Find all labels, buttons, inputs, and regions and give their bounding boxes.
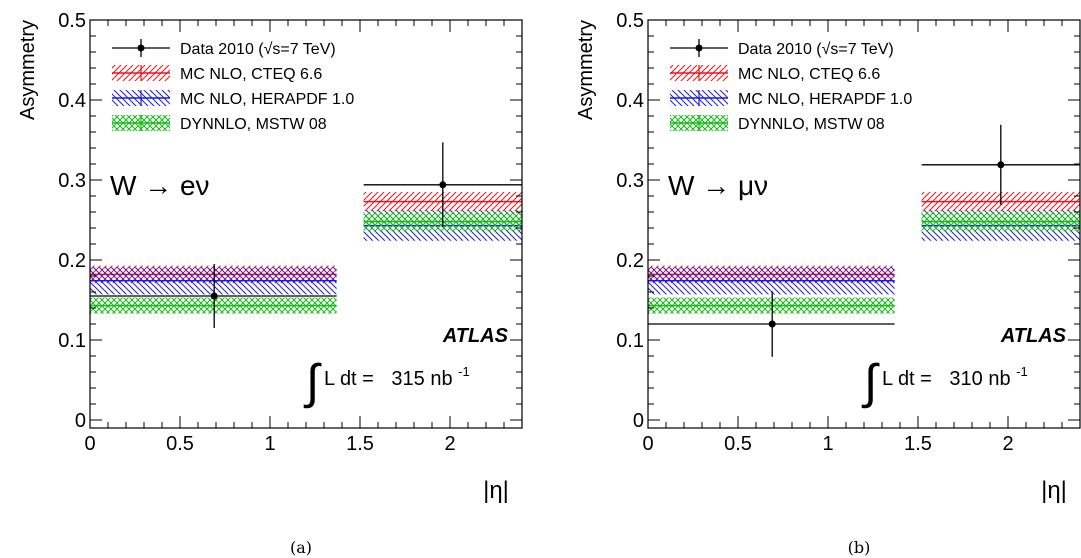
panel-caption: (a) [290, 538, 312, 557]
lumi-value: 310 nb [949, 368, 1010, 390]
lumi-text: L dt = [324, 368, 374, 390]
data-point [768, 320, 776, 328]
y-tick-label: 0.2 [58, 250, 86, 272]
lumi-exponent: -1 [1016, 364, 1028, 379]
legend-label: Data 2010 (√s=7 TeV) [738, 41, 894, 58]
x-axis-label: |η| [1041, 477, 1067, 504]
legend: Data 2010 (√s=7 TeV) MC NLO, CTEQ 6.6 MC N… [670, 39, 912, 133]
atlas-label: ATLAS [1000, 325, 1067, 347]
data-point [210, 292, 218, 300]
x-tick-label: 0 [84, 433, 95, 455]
data-point [997, 161, 1005, 169]
mc-bands [648, 192, 1080, 314]
y-tick-label: 0 [633, 410, 644, 432]
x-tick-label: 2 [1002, 433, 1013, 455]
luminosity-label: L dt = 315 nb -1 [324, 364, 470, 390]
lumi-text: L dt = [882, 368, 932, 390]
integral-sign: ∫ [303, 356, 322, 409]
x-tick-label: 1.5 [346, 433, 374, 455]
legend-label: MC NLO, CTEQ 6.6 [180, 66, 322, 83]
y-tick-label: 0.5 [58, 10, 86, 32]
y-tick-label: 0.3 [616, 170, 644, 192]
y-tick-label: 0.2 [616, 250, 644, 272]
channel-label: W → μν [668, 170, 768, 201]
legend-label: MC NLO, CTEQ 6.6 [738, 66, 880, 83]
legend-label: MC NLO, HERAPDF 1.0 [180, 91, 354, 108]
x-tick-label: 1 [822, 433, 833, 455]
luminosity-label: L dt = 310 nb -1 [882, 364, 1028, 390]
x-tick-label: 1.5 [904, 433, 932, 455]
legend-label: MC NLO, HERAPDF 1.0 [738, 91, 912, 108]
tick-labels: 0 0.5 1 1.5 2 0 0.1 0.2 0.3 0.4 0.5 [58, 10, 455, 455]
y-tick-label: 0.1 [58, 330, 86, 352]
lumi-value: 315 nb [391, 368, 452, 390]
legend-label: DYNNLO, MSTW 08 [738, 116, 885, 133]
data-points [648, 124, 1080, 357]
y-axis-label: Asymmetry [17, 20, 39, 120]
panel-b: 0 0.5 1 1.5 200.10.20.30.40.5 Asymmetry |η| … [575, 10, 1081, 557]
mc-bands [90, 192, 522, 314]
legend-marker-point [695, 44, 703, 52]
panel-caption: (b) [848, 538, 871, 557]
y-axis-label: Asymmetry [575, 20, 597, 120]
legend-label: DYNNLO, MSTW 08 [180, 116, 327, 133]
atlas-label: ATLAS [442, 325, 509, 347]
x-tick-label: 1 [264, 433, 275, 455]
y-tick-label: 0.1 [616, 330, 644, 352]
lumi-exponent: -1 [458, 364, 470, 379]
integral-sign: ∫ [861, 356, 880, 409]
data-point [439, 181, 447, 189]
x-tick-label: 0.5 [724, 433, 752, 455]
channel-label: W → eν [110, 170, 210, 201]
legend-marker-point [137, 44, 145, 52]
x-tick-label: 0 [642, 433, 653, 455]
y-tick-label: 0.4 [616, 90, 644, 112]
legend: Data 2010 (√s=7 TeV) MC NLO, CTEQ 6.6 MC N… [112, 39, 354, 133]
y-tick-label: 0.3 [58, 170, 86, 192]
panel-a: 0 0.5 1 1.5 200.10.20.30.40.5 Asymmetry |η| … [17, 10, 523, 557]
x-tick-label: 2 [444, 433, 455, 455]
y-tick-label: 0.5 [616, 10, 644, 32]
data-points [90, 142, 522, 328]
axis-ticks [89, 19, 523, 428]
axis-ticks [647, 19, 1081, 428]
y-tick-label: 0 [75, 410, 86, 432]
legend-label: Data 2010 (√s=7 TeV) [180, 41, 336, 58]
x-axis-label: |η| [483, 477, 509, 504]
y-tick-label: 0.4 [58, 90, 86, 112]
tick-labels: 0 0.5 1 1.5 2 0 0.1 0.2 0.3 0.4 0.5 [616, 10, 1013, 455]
x-tick-label: 0.5 [166, 433, 194, 455]
